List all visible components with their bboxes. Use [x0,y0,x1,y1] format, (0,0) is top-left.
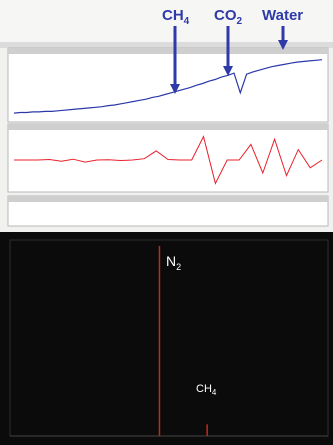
toolbar [0,42,333,48]
annotation-ch4: CH4 [162,7,190,94]
header-strip [0,0,333,48]
chromatogram-frame [9,239,329,437]
bottom-panel: N2 CH4 [0,232,333,445]
top-panel: CH4 CO2 Water [0,0,333,232]
blue-panel-frame [7,47,329,123]
n2-label: N2 [166,253,181,272]
annotation-ch4-arrowhead [170,84,180,94]
chromatogram-chart-svg: N2 CH4 [9,239,329,437]
blue-series [13,59,323,114]
annotation-water-arrowhead [278,40,288,50]
red-panel-frame [7,123,329,193]
spectra-chart-svg: CH4 CO2 Water [0,0,333,227]
blue-series-line [13,59,323,114]
red-series-line [14,135,323,185]
annotation-co2-arrowhead [223,66,233,76]
annotation-ch4-label: CH4 [162,7,190,27]
blue-panel-header [8,48,328,54]
annotation-water: Water [262,7,303,50]
red-panel-header [8,124,328,130]
annotation-water-label: Water [262,7,303,24]
annotation-co2: CO2 [214,7,243,76]
mini-panel-header [8,196,328,202]
ch4-peak-label: CH4 [196,383,217,397]
annotation-co2-label: CO2 [214,7,243,27]
red-series [14,135,323,185]
bottom-series [158,245,208,436]
